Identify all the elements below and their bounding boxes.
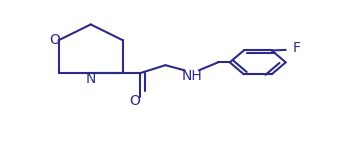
- Text: F: F: [293, 41, 301, 55]
- Text: N: N: [86, 72, 96, 86]
- Text: O: O: [49, 33, 60, 47]
- Text: O: O: [129, 94, 140, 108]
- Text: NH: NH: [181, 70, 202, 83]
